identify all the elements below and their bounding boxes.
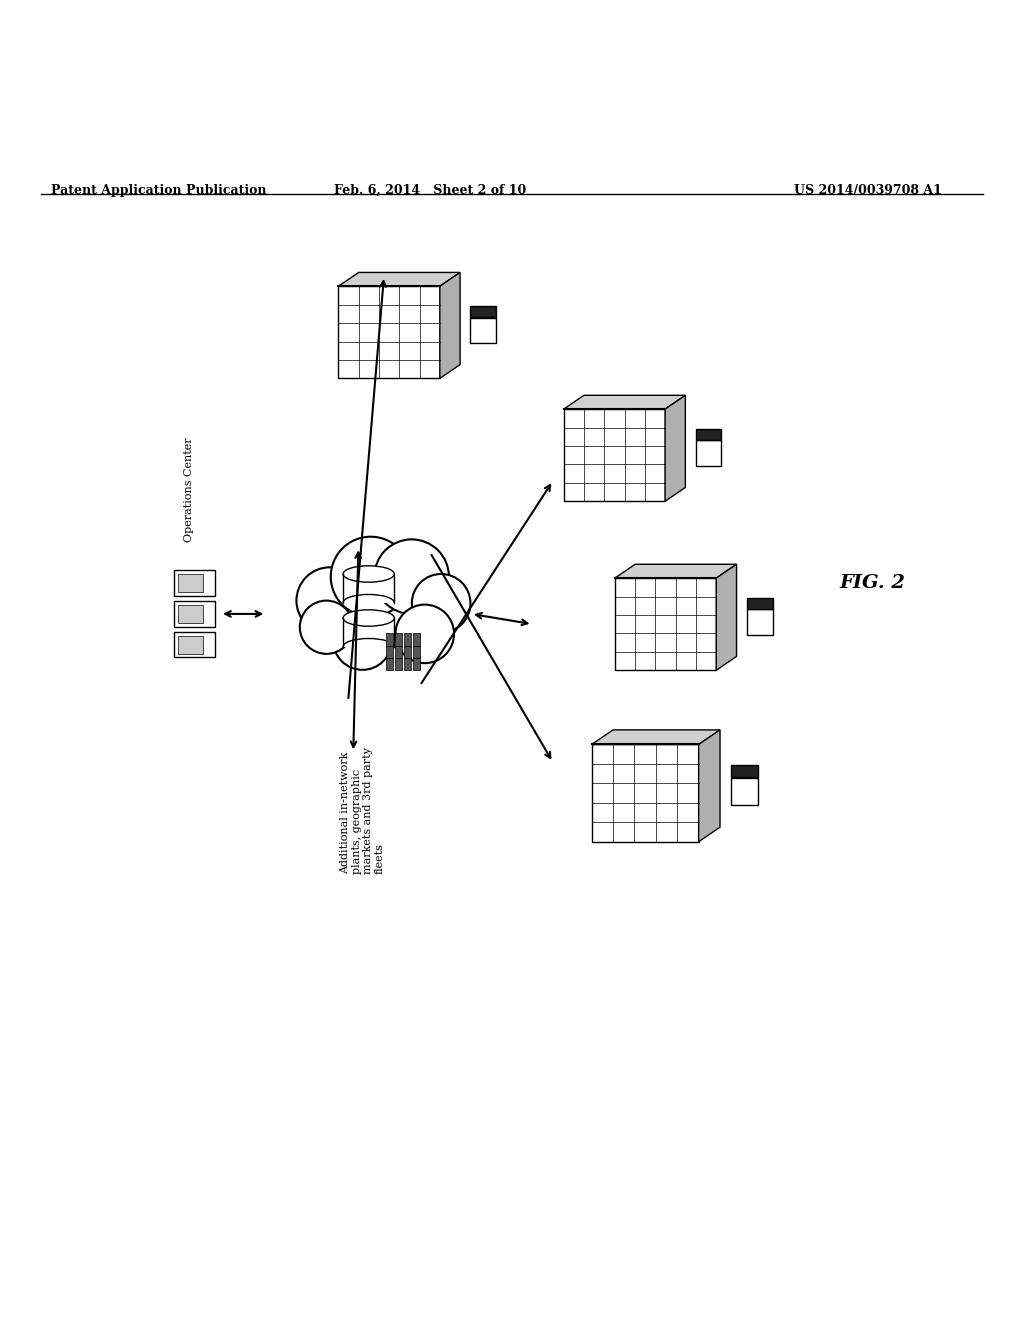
- Polygon shape: [440, 272, 460, 379]
- Circle shape: [395, 605, 454, 663]
- Circle shape: [375, 540, 449, 614]
- Circle shape: [412, 574, 470, 632]
- Bar: [385, 657, 393, 671]
- Bar: [385, 645, 393, 657]
- FancyBboxPatch shape: [174, 632, 215, 657]
- FancyBboxPatch shape: [470, 306, 496, 317]
- FancyBboxPatch shape: [695, 429, 721, 440]
- Bar: [385, 634, 393, 645]
- Bar: [343, 574, 394, 603]
- FancyBboxPatch shape: [746, 598, 772, 609]
- Text: Patent Application Publication: Patent Application Publication: [51, 183, 266, 197]
- Circle shape: [333, 611, 392, 669]
- FancyBboxPatch shape: [731, 766, 758, 776]
- FancyBboxPatch shape: [174, 601, 215, 627]
- Bar: [414, 645, 421, 657]
- Bar: [403, 634, 412, 645]
- Bar: [395, 657, 401, 671]
- Polygon shape: [338, 272, 460, 286]
- Bar: [395, 645, 401, 657]
- Polygon shape: [592, 744, 698, 842]
- FancyBboxPatch shape: [731, 777, 758, 805]
- Polygon shape: [563, 409, 666, 502]
- FancyBboxPatch shape: [746, 610, 772, 635]
- Polygon shape: [563, 395, 685, 409]
- Bar: [414, 634, 421, 645]
- FancyBboxPatch shape: [178, 605, 203, 623]
- Bar: [403, 645, 412, 657]
- Polygon shape: [698, 730, 720, 842]
- Circle shape: [331, 537, 411, 616]
- FancyBboxPatch shape: [695, 441, 721, 466]
- FancyBboxPatch shape: [178, 636, 203, 653]
- Bar: [395, 634, 401, 645]
- Bar: [403, 657, 412, 671]
- Polygon shape: [614, 578, 717, 671]
- Polygon shape: [338, 286, 440, 379]
- Polygon shape: [592, 730, 720, 744]
- FancyBboxPatch shape: [178, 574, 203, 593]
- Text: FIG. 2: FIG. 2: [840, 574, 905, 593]
- Bar: [414, 657, 421, 671]
- Polygon shape: [666, 395, 685, 502]
- Circle shape: [297, 568, 364, 634]
- Circle shape: [300, 601, 353, 653]
- Text: Feb. 6, 2014   Sheet 2 of 10: Feb. 6, 2014 Sheet 2 of 10: [334, 183, 526, 197]
- FancyBboxPatch shape: [470, 318, 496, 343]
- Bar: [343, 618, 394, 647]
- Polygon shape: [717, 564, 736, 671]
- Text: Operations Center: Operations Center: [184, 438, 195, 543]
- FancyBboxPatch shape: [174, 570, 215, 597]
- Text: Additional in-network
plants, geographic
markets and 3rd party
fleets: Additional in-network plants, geographic…: [340, 747, 385, 874]
- Ellipse shape: [343, 566, 394, 582]
- Polygon shape: [614, 564, 736, 578]
- Text: US 2014/0039708 A1: US 2014/0039708 A1: [795, 183, 942, 197]
- Ellipse shape: [343, 610, 394, 626]
